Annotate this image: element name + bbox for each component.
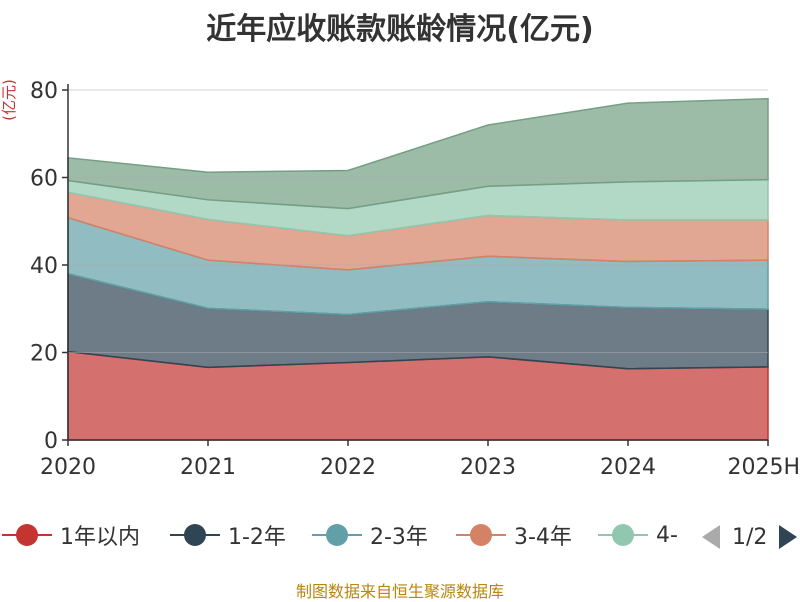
y-tick-label: 60	[30, 167, 58, 192]
x-tick-label: 2022	[320, 455, 376, 480]
legend-swatch-1	[2, 520, 52, 550]
legend-label: 3-4年	[514, 525, 572, 550]
x-tick-label: 2021	[180, 455, 236, 480]
next-page-icon[interactable]	[777, 523, 799, 551]
axes	[67, 84, 768, 441]
x-tick-label: 2024	[600, 455, 656, 480]
y-tick-label: 0	[44, 429, 58, 454]
legend-item-3[interactable]: 2-3年	[312, 520, 428, 550]
y-tick-label: 40	[30, 254, 58, 279]
y-tick-label: 20	[30, 342, 58, 367]
x-tick-label: 2023	[460, 455, 516, 480]
x-tick-label: 2025H	[727, 455, 800, 480]
legend-swatch-3	[312, 520, 362, 550]
legend-page-indicator: 1/2	[732, 524, 768, 550]
x-tick-label: 2020	[40, 455, 96, 480]
stacked-area-chart: 0 20 40 60 80 2020 2021 2022 2023 2024 2025H	[30, 79, 800, 480]
tick-labels: 0 20 40 60 80 2020 2021 2022 2023 2024 2025H	[30, 79, 800, 480]
source-note: 制图数据来自恒生聚源数据库	[295, 582, 504, 601]
legend-label: 2-3年	[370, 525, 428, 550]
prev-page-icon[interactable]	[700, 523, 722, 551]
legend-item-2[interactable]: 1-2年	[170, 520, 286, 550]
y-tick-label: 80	[30, 79, 58, 104]
legend-item-4[interactable]: 3-4年	[456, 520, 572, 550]
legend-item-1[interactable]: 1年以内	[2, 520, 140, 550]
legend-swatch-2	[170, 520, 220, 550]
legend-label: 1-2年	[228, 525, 286, 550]
legend-swatch-5	[598, 520, 648, 550]
grid-lines	[68, 89, 768, 353]
chart-title: 近年应收账款账龄情况(亿元)	[206, 12, 594, 47]
legend-label: 4-	[656, 522, 678, 548]
legend-swatch-4	[456, 520, 506, 550]
area-series-6	[67, 97, 769, 210]
area-series	[67, 97, 769, 441]
legend-label: 1年以内	[60, 525, 140, 550]
legend-item-5[interactable]: 4-	[598, 520, 678, 550]
legend-pager: 1/2	[700, 522, 799, 552]
legend: 1年以内 1-2年 2-3年 3-4年 4- 1/2	[0, 514, 800, 554]
